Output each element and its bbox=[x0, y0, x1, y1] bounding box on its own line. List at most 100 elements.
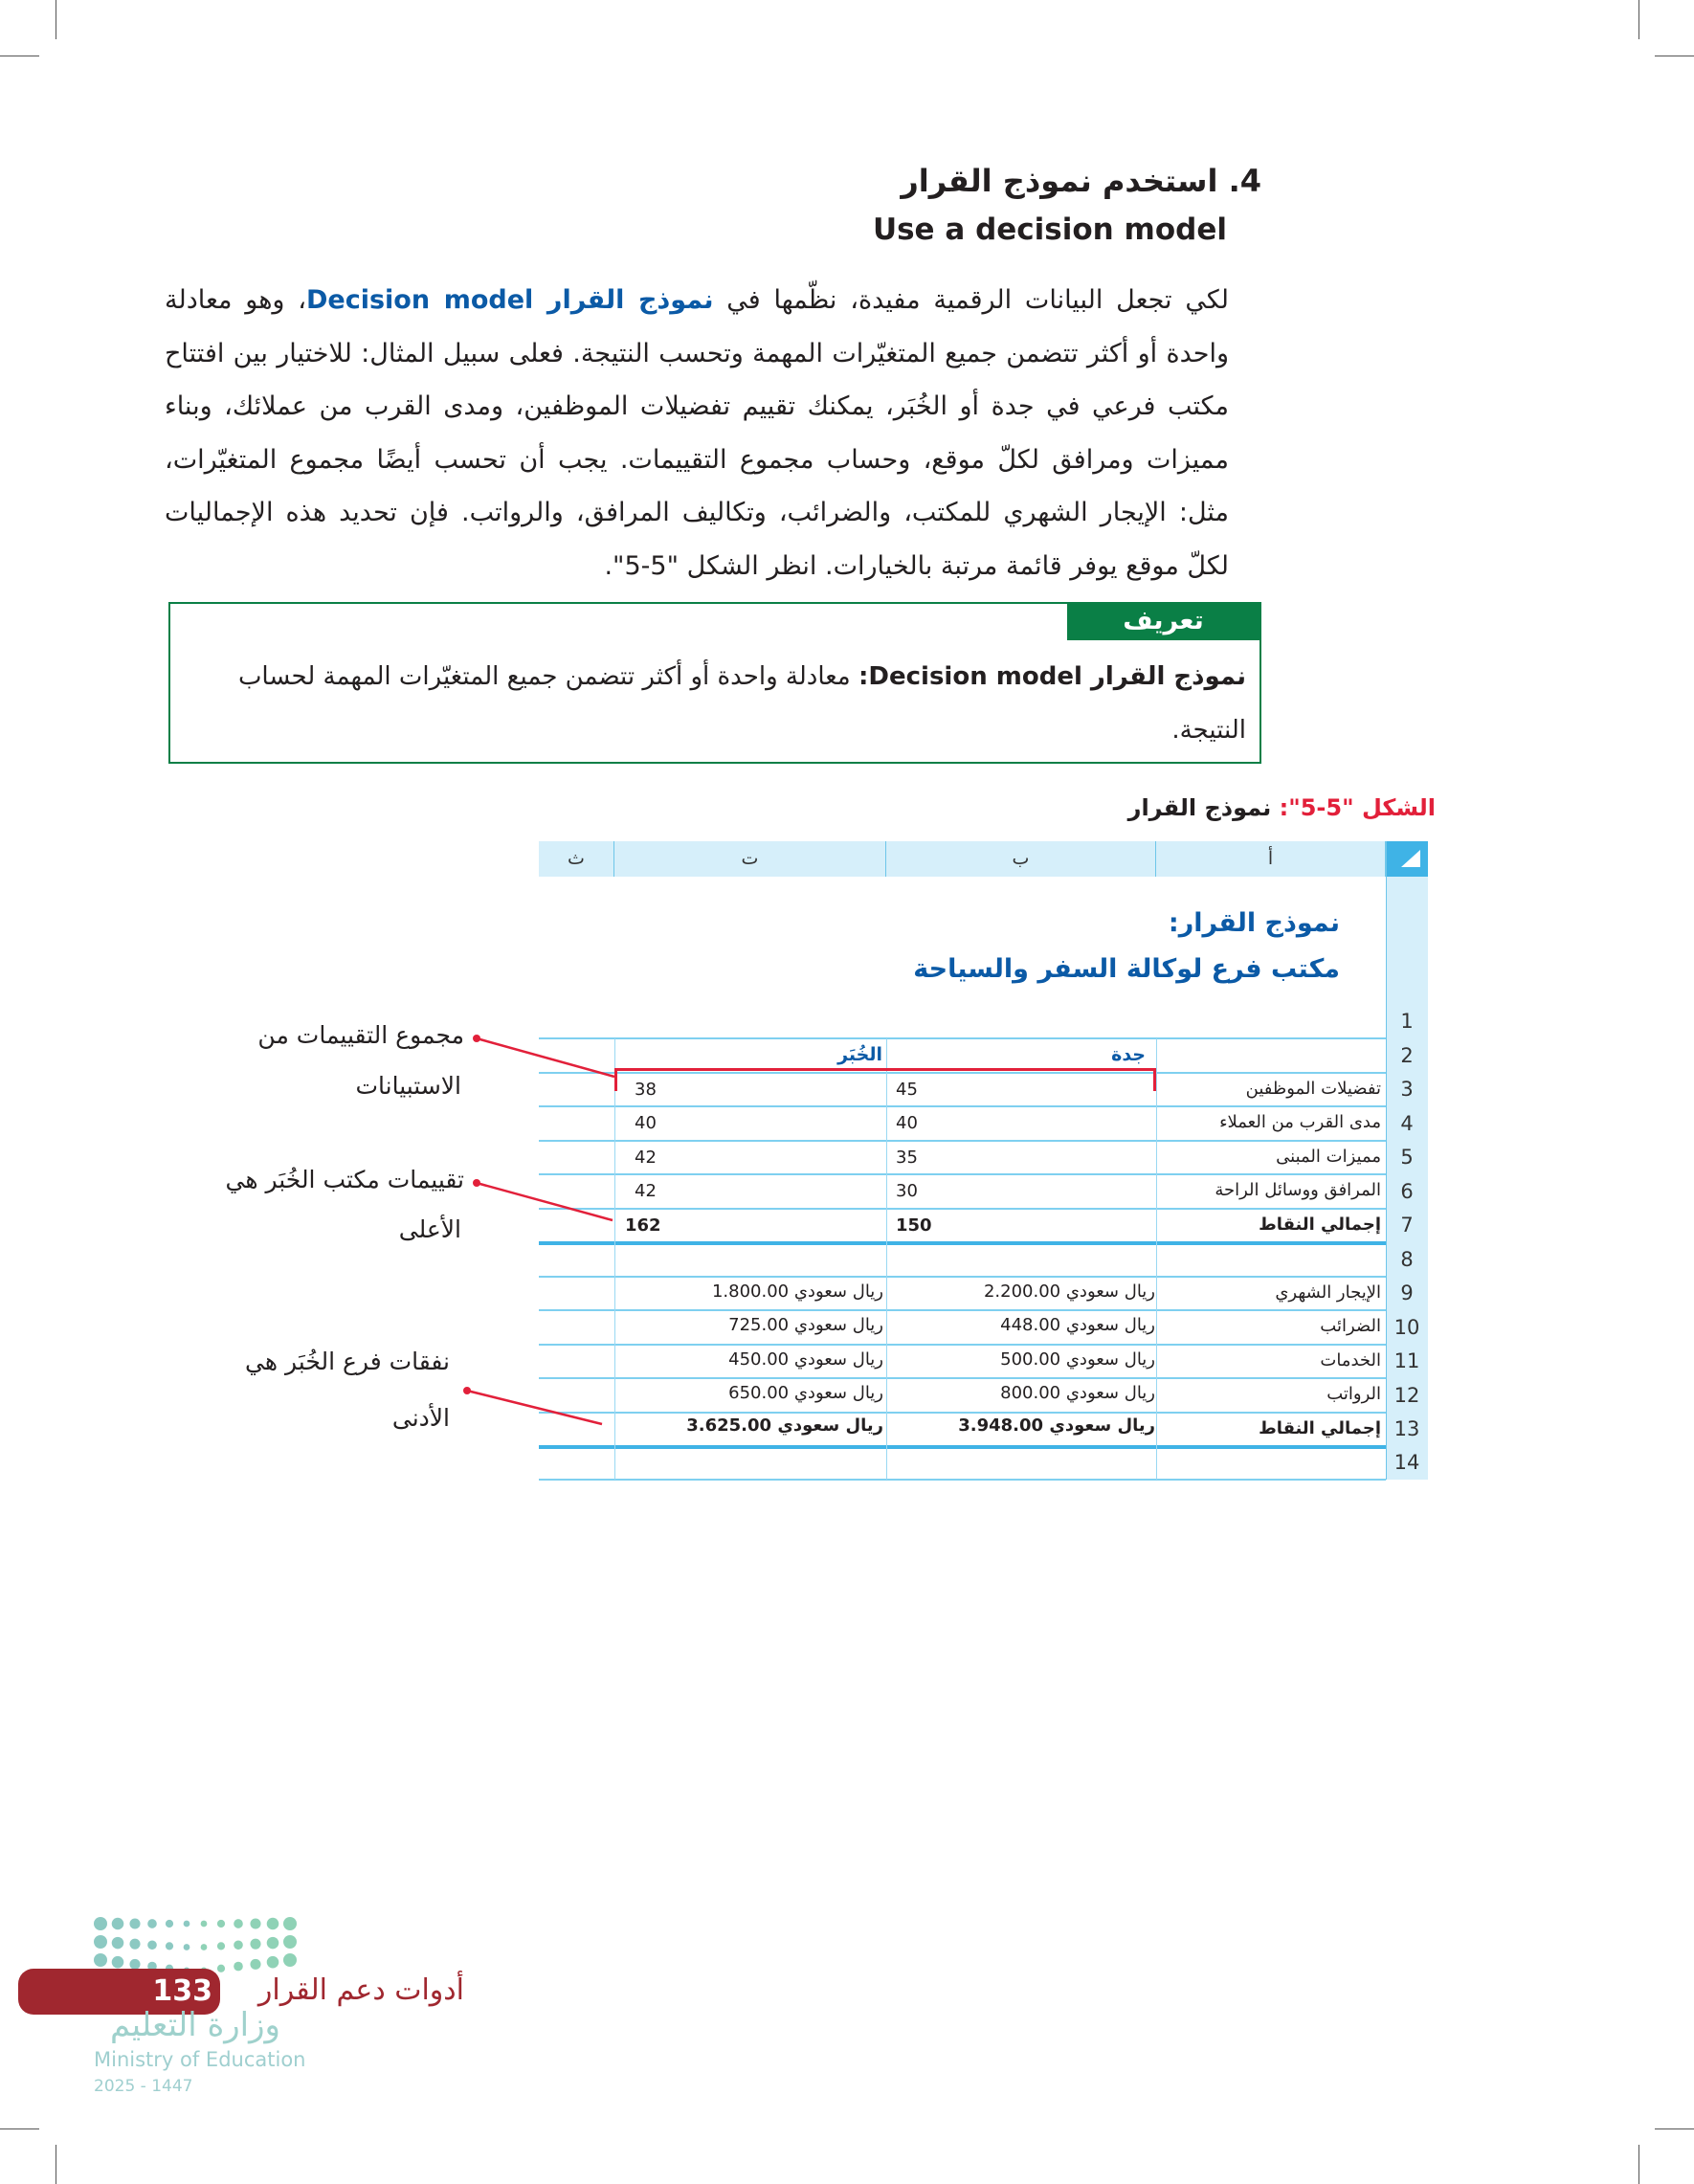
column-header-ta[interactable]: ت bbox=[614, 841, 886, 877]
city-header-khobar: الخُبَر bbox=[837, 1044, 882, 1065]
crop-mark bbox=[1638, 0, 1639, 39]
cost-khobar[interactable]: 725.00 ريال سعودي bbox=[728, 1315, 883, 1335]
row-number[interactable]: 6 bbox=[1400, 1179, 1414, 1203]
row-label[interactable]: مدى القرب من العملاء bbox=[1219, 1112, 1381, 1132]
row-label[interactable]: الرواتب bbox=[1326, 1384, 1381, 1404]
logo-dot bbox=[234, 1961, 243, 1972]
cost-jeddah[interactable]: 500.00 ريال سعودي bbox=[1000, 1348, 1155, 1370]
column-header-alif[interactable]: أ bbox=[1156, 841, 1386, 877]
logo-dot bbox=[147, 1940, 157, 1950]
select-all-corner[interactable] bbox=[1386, 841, 1428, 877]
row-label[interactable]: الضرائب bbox=[1320, 1316, 1381, 1336]
logo-dot bbox=[147, 1961, 157, 1972]
logo-dot bbox=[216, 1919, 226, 1928]
cost-jeddah[interactable]: 448.00 ريال سعودي bbox=[1000, 1315, 1155, 1335]
row-label[interactable]: إجمالي النقاط bbox=[1259, 1214, 1381, 1235]
definition-text: نموذج القرار Decision model: معادلة واحد… bbox=[184, 650, 1246, 757]
cost-khobar[interactable]: 450.00 ريال سعودي bbox=[728, 1348, 883, 1370]
row-label[interactable]: المرافق ووسائل الراحة bbox=[1215, 1180, 1381, 1200]
row-number[interactable]: 1 bbox=[1400, 1010, 1414, 1033]
chapter-title: أدوات دعم القرار bbox=[257, 1973, 464, 2007]
logo-dot bbox=[111, 1936, 124, 1950]
annotation-line bbox=[466, 1389, 603, 1426]
row-number[interactable]: 8 bbox=[1400, 1247, 1414, 1271]
sheet-title: نموذج القرار: bbox=[1168, 908, 1340, 938]
definition-tab: تعريف bbox=[1067, 604, 1259, 640]
logo-dot bbox=[147, 1919, 157, 1928]
logo-year: 2025 - 1447 bbox=[94, 2077, 193, 2096]
row-number[interactable]: 14 bbox=[1393, 1451, 1420, 1474]
cost-khobar[interactable]: 650.00 ريال سعودي bbox=[728, 1383, 883, 1403]
row-border bbox=[539, 1207, 1386, 1210]
cost-total-khobar[interactable]: 3.625.00 ريال سعودي bbox=[686, 1415, 883, 1436]
highlight-bracket bbox=[614, 1068, 1156, 1091]
cost-total-jeddah[interactable]: 3.948.00 ريال سعودي bbox=[958, 1415, 1155, 1436]
logo-dot bbox=[165, 1919, 174, 1928]
logo-dot bbox=[94, 1935, 107, 1949]
logo-dot bbox=[94, 1953, 107, 1967]
annotation-line bbox=[476, 1036, 615, 1079]
paragraph-text: لكي تجعل البيانات الرقمية مفيدة، نظّمها … bbox=[713, 285, 1230, 315]
row-border bbox=[539, 1445, 1386, 1449]
row-number[interactable]: 13 bbox=[1393, 1417, 1420, 1440]
rating-khobar[interactable]: 42 bbox=[635, 1181, 657, 1201]
row-border bbox=[539, 1241, 1386, 1245]
logo-dot bbox=[216, 1942, 226, 1950]
row-number[interactable]: 5 bbox=[1400, 1146, 1414, 1169]
logo-dot bbox=[234, 1919, 243, 1928]
row-number[interactable]: 2 bbox=[1400, 1043, 1414, 1067]
logo-dot bbox=[216, 1964, 226, 1972]
row-label[interactable]: الإيجار الشهري bbox=[1275, 1281, 1381, 1303]
rating-khobar[interactable]: 42 bbox=[635, 1147, 657, 1168]
logo-dot bbox=[283, 1935, 297, 1949]
row-border bbox=[539, 1377, 1386, 1379]
row-label[interactable]: الخدمات bbox=[1320, 1349, 1381, 1371]
spreadsheet: ث ت ب أ 1 2 3 4 5 6 7 8 9 10 11 12 13 14 تفضيلات الموظ… bbox=[539, 841, 1428, 1481]
column-border bbox=[886, 1038, 887, 1480]
logo-dot bbox=[94, 1917, 107, 1930]
key-term: نموذج القرار Decision model bbox=[306, 285, 714, 315]
total-jeddah[interactable]: 150 bbox=[896, 1215, 932, 1236]
row-number[interactable]: 9 bbox=[1400, 1281, 1414, 1304]
paragraph-text: ، وهو معادلة واحدة أو أكثر تتضمن جميع ال… bbox=[165, 285, 1229, 581]
row-border bbox=[539, 1173, 1386, 1175]
column-header-tha[interactable]: ث bbox=[539, 841, 614, 877]
rating-jeddah[interactable]: 40 bbox=[896, 1113, 918, 1133]
annotation-text: تقييمات مكتب الخُبَر هي bbox=[225, 1166, 465, 1193]
logo-arabic: وزارة التعليم bbox=[110, 2006, 280, 2044]
row-number[interactable]: 11 bbox=[1393, 1349, 1420, 1372]
column-header-ba[interactable]: ب bbox=[886, 841, 1156, 877]
rating-khobar[interactable]: 38 bbox=[635, 1079, 657, 1100]
row-number[interactable]: 7 bbox=[1400, 1214, 1414, 1237]
logo-dot bbox=[111, 1955, 124, 1969]
row-number[interactable]: 3 bbox=[1400, 1078, 1414, 1101]
annotation-text: مجموع التقييمات من bbox=[257, 1021, 464, 1049]
rating-jeddah[interactable]: 45 bbox=[896, 1079, 918, 1100]
row-border bbox=[539, 1037, 1386, 1039]
row-number[interactable]: 12 bbox=[1393, 1383, 1420, 1407]
rating-jeddah[interactable]: 30 bbox=[896, 1181, 918, 1201]
section-heading: 4. استخدم نموذج القرار bbox=[901, 163, 1261, 199]
logo-dot bbox=[266, 1936, 279, 1950]
annotation-dot bbox=[473, 1179, 480, 1187]
cost-khobar[interactable]: 1.800.00 ريال سعودي bbox=[711, 1281, 883, 1302]
row-border bbox=[539, 1309, 1386, 1311]
row-number[interactable]: 10 bbox=[1393, 1315, 1420, 1339]
row-number[interactable]: 4 bbox=[1400, 1111, 1414, 1135]
total-khobar[interactable]: 162 bbox=[625, 1215, 661, 1236]
row-label[interactable]: تفضيلات الموظفين bbox=[1245, 1078, 1381, 1099]
crop-mark bbox=[1638, 2145, 1639, 2184]
logo-dot bbox=[165, 1942, 174, 1950]
row-label[interactable]: إجمالي النقاط bbox=[1259, 1417, 1381, 1438]
rating-jeddah[interactable]: 35 bbox=[896, 1147, 918, 1168]
definition-term: نموذج القرار Decision model: bbox=[858, 662, 1246, 691]
crop-mark bbox=[1655, 2128, 1694, 2129]
cost-jeddah[interactable]: 2.200.00 ريال سعودي bbox=[983, 1281, 1155, 1302]
city-header-jeddah: جدة bbox=[1111, 1044, 1146, 1065]
cost-jeddah[interactable]: 800.00 ريال سعودي bbox=[1000, 1383, 1155, 1403]
logo-dot bbox=[183, 1944, 190, 1950]
definition-box: تعريف نموذج القرار Decision model: معادل… bbox=[168, 602, 1261, 764]
rating-khobar[interactable]: 40 bbox=[635, 1113, 657, 1133]
row-border bbox=[539, 1139, 1386, 1142]
row-label[interactable]: مميزات المبنى bbox=[1276, 1146, 1381, 1167]
